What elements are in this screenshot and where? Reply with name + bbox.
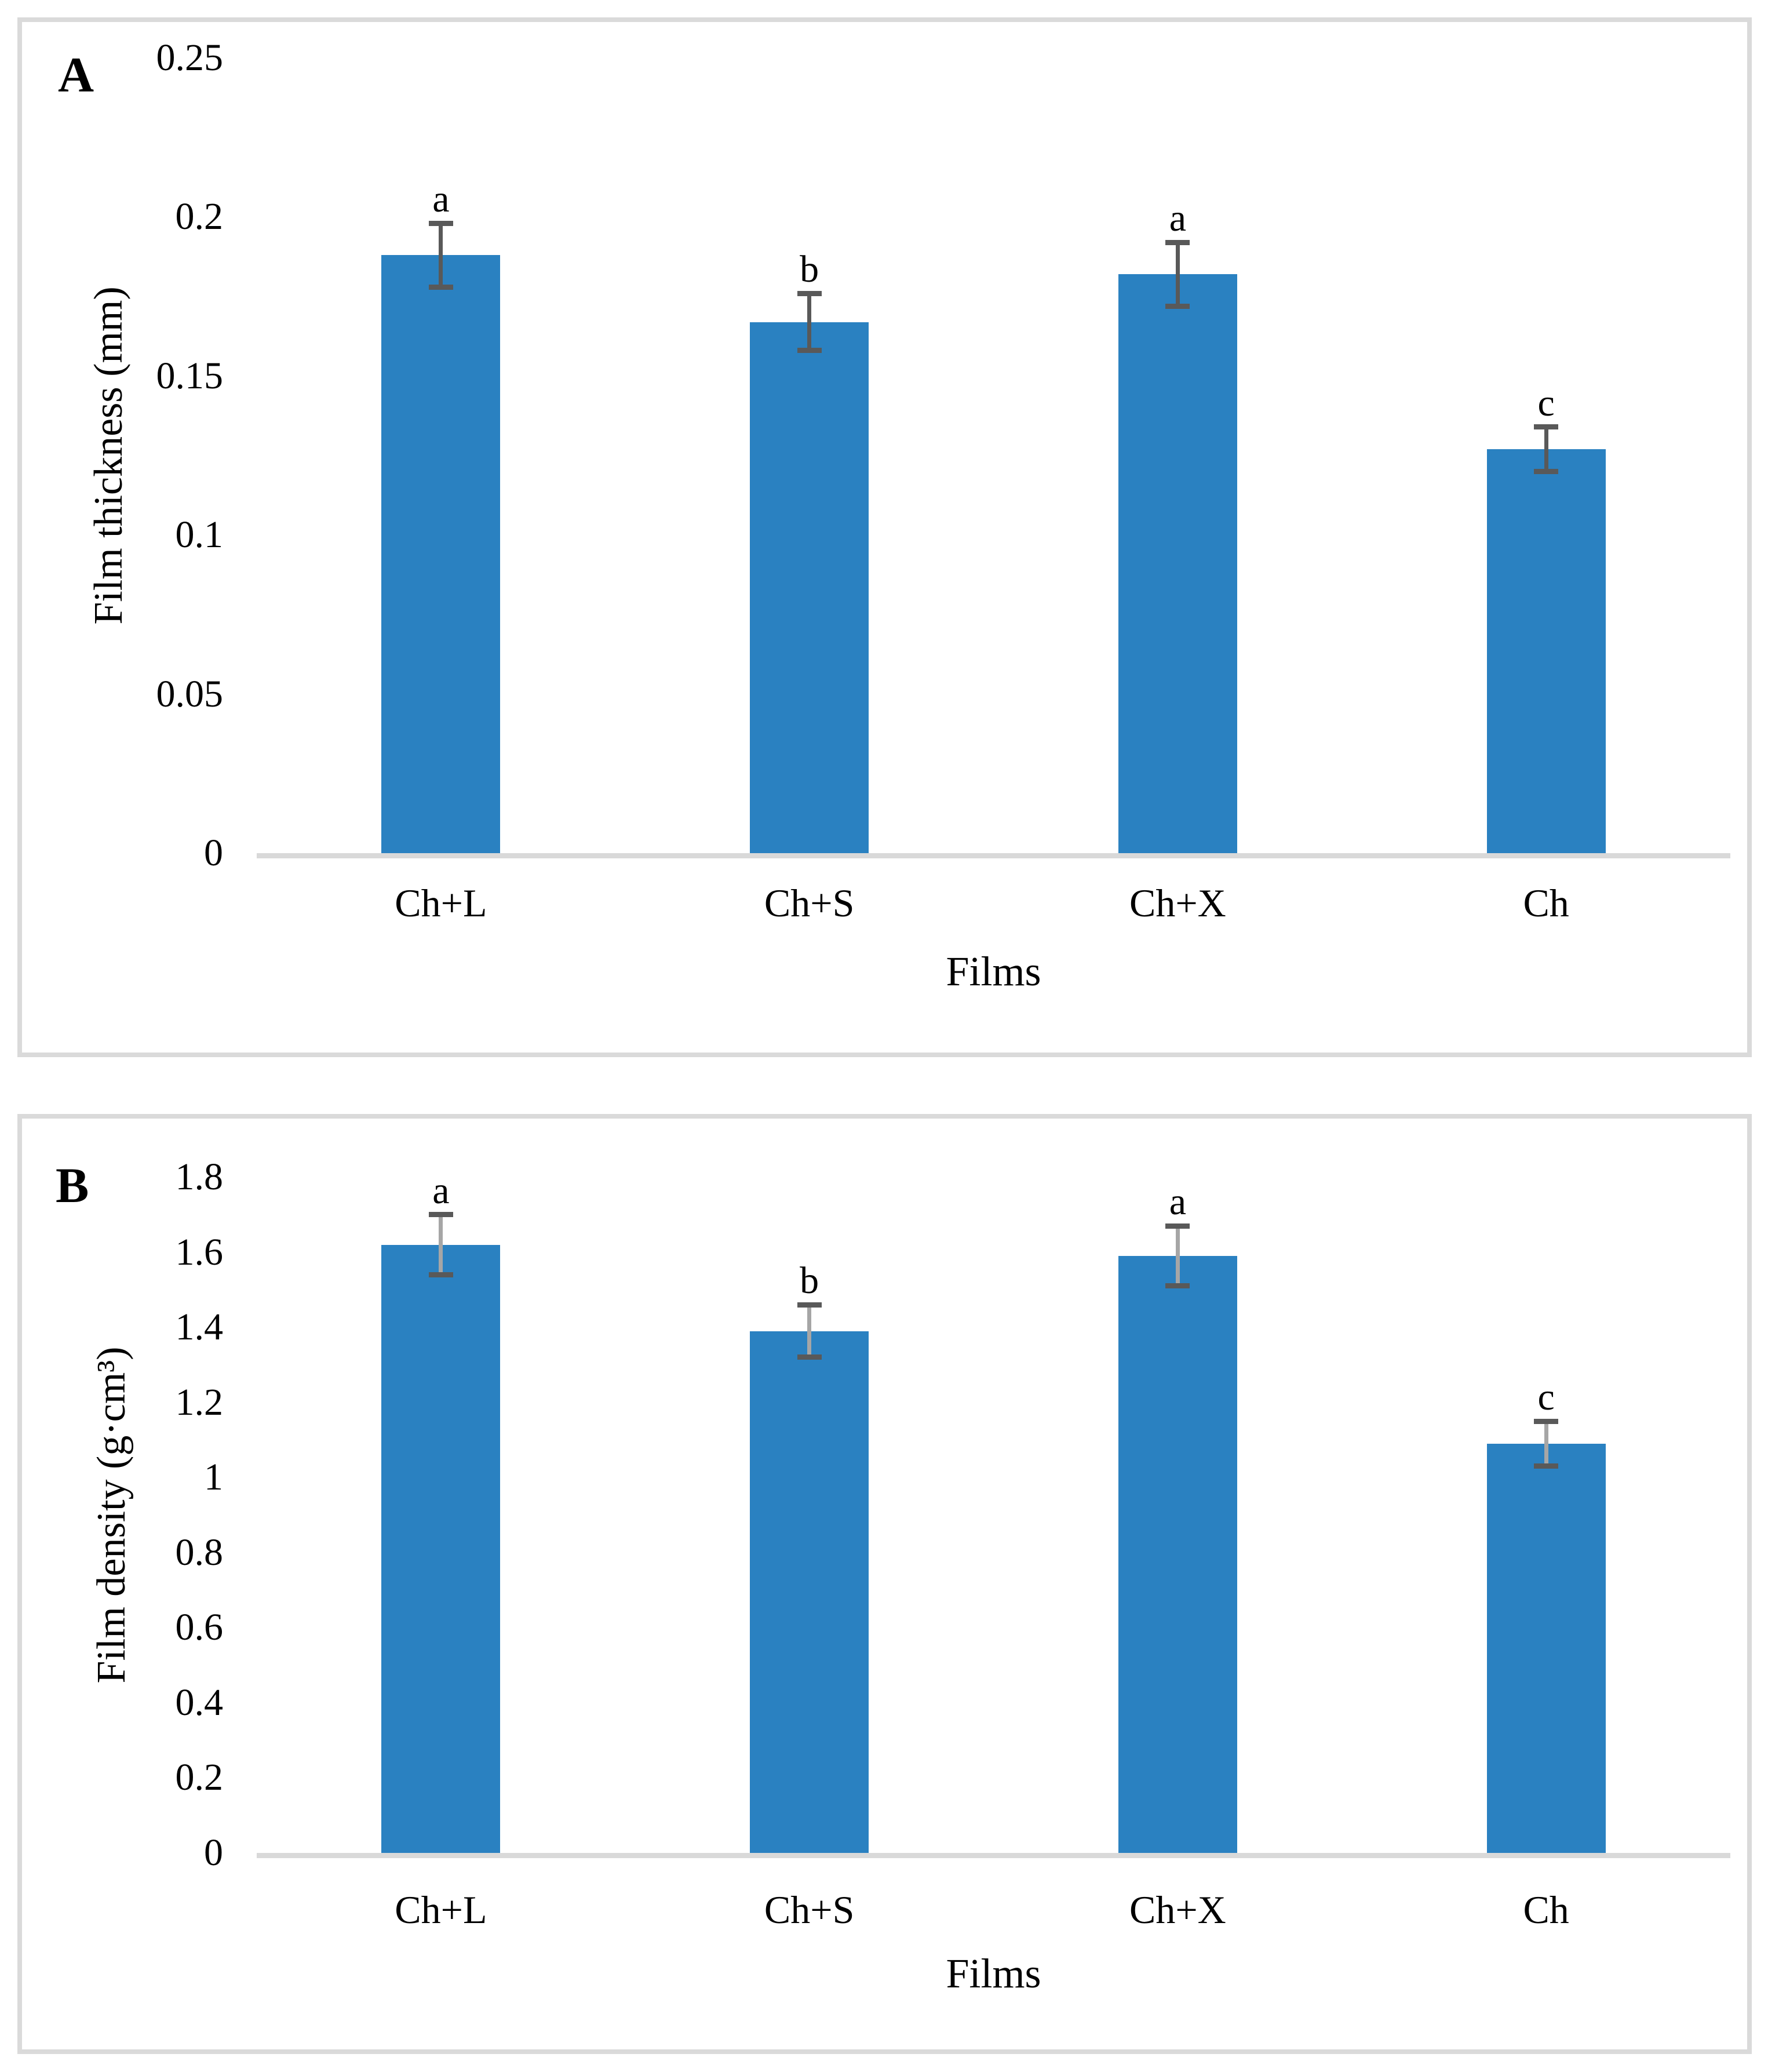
x-category-label: Ch+L: [395, 1888, 487, 1932]
error-bar-cap: [428, 1272, 453, 1277]
error-bar-cap: [797, 1354, 822, 1360]
error-bar-cap: [797, 348, 822, 354]
y-tick-label: 1.2: [175, 1381, 224, 1423]
error-bar-cap: [1534, 468, 1559, 474]
error-bar-cap: [428, 284, 453, 290]
error-bar: [1544, 1421, 1548, 1466]
y-tick-label: 0.05: [156, 672, 224, 715]
plot-area: 1.8 1.6 1.4 1.2 1 0.8 0.6 0.4 0.2 0 a Ch+L b Ch+S a Ch+…: [176, 1158, 1730, 1929]
error-bar-cap: [1534, 1418, 1559, 1424]
y-tick-label: 0: [204, 1831, 223, 1874]
bar: [1486, 1443, 1606, 1853]
error-bar-cap: [1534, 424, 1559, 430]
error-bar: [439, 223, 443, 287]
panel-b: B Film density (g·cm³) 1.8 1.6 1.4 1.2 1 0.8 0…: [17, 1114, 1752, 2054]
x-category-label: Ch+X: [1129, 1888, 1226, 1932]
panel-letter-a: A: [58, 47, 94, 103]
error-bar-cap: [797, 1302, 822, 1308]
y-tick-label: 0.1: [175, 514, 224, 556]
error-bar: [1544, 427, 1548, 472]
error-bar-cap: [1165, 1283, 1190, 1289]
panel-letter-b: B: [56, 1157, 89, 1213]
error-bar-cap: [1165, 303, 1190, 309]
error-bar-cap: [428, 1212, 453, 1218]
error-bar-cap: [797, 290, 822, 296]
x-category-label: Ch+S: [764, 881, 855, 925]
error-bar-cap: [1534, 1463, 1559, 1469]
y-tick-label: 1.6: [175, 1230, 224, 1273]
significance-letter: b: [800, 1259, 819, 1302]
x-category-label: Ch: [1523, 1888, 1569, 1932]
y-tick-label: 0: [204, 832, 223, 874]
y-axis-title: Film density (g·cm³): [89, 1346, 134, 1684]
error-bar-cap: [428, 220, 453, 226]
y-tick-label: 1: [204, 1456, 223, 1499]
x-category-label: Ch+L: [395, 881, 487, 925]
x-axis-title: Films: [946, 1950, 1041, 1997]
y-tick-label: 1.4: [175, 1306, 224, 1349]
bar: [381, 255, 501, 853]
y-tick-label: 0.6: [175, 1606, 224, 1649]
error-bar-cap: [1165, 1223, 1190, 1229]
y-tick-label: 0.8: [175, 1531, 224, 1574]
x-category-label: Ch: [1523, 881, 1569, 925]
significance-letter: c: [1537, 381, 1555, 424]
y-tick-label: 0.2: [175, 1756, 224, 1799]
x-category-label: Ch+S: [764, 1888, 855, 1932]
bar: [1118, 274, 1237, 853]
bar: [750, 322, 869, 853]
y-tick-label: 0.4: [175, 1681, 224, 1724]
significance-letter: b: [800, 248, 819, 291]
x-axis-line: [257, 1853, 1730, 1858]
bar: [1486, 449, 1606, 853]
error-bar: [1175, 242, 1180, 307]
bar: [1118, 1256, 1237, 1853]
significance-letter: c: [1537, 1376, 1555, 1419]
y-tick-label: 0.15: [156, 354, 224, 397]
significance-letter: a: [1169, 197, 1187, 240]
significance-letter: a: [432, 178, 450, 221]
y-tick-label: 0.2: [175, 195, 224, 238]
x-category-label: Ch+X: [1129, 881, 1226, 925]
error-bar: [1175, 1226, 1180, 1286]
bar: [381, 1244, 501, 1853]
panel-a: A Film thickness (mm) 0.25 0.2 0.15 0.1 0.05…: [17, 17, 1752, 1057]
x-axis-line: [257, 853, 1730, 858]
x-axis-title: Films: [946, 948, 1041, 995]
significance-letter: a: [432, 1169, 450, 1212]
error-bar-cap: [1165, 239, 1190, 245]
bar: [750, 1331, 869, 1853]
error-bar: [807, 1305, 812, 1357]
y-axis-title: Film thickness (mm): [86, 286, 131, 625]
error-bar: [807, 293, 812, 351]
y-tick-label: 1.8: [175, 1156, 224, 1198]
error-bar: [439, 1214, 443, 1275]
plot-area: 0.25 0.2 0.15 0.1 0.05 0 a Ch+L b Ch+S a Ch+X c Ch: [156, 39, 1730, 923]
significance-letter: a: [1169, 1181, 1187, 1223]
y-tick-label: 0.25: [156, 37, 224, 79]
